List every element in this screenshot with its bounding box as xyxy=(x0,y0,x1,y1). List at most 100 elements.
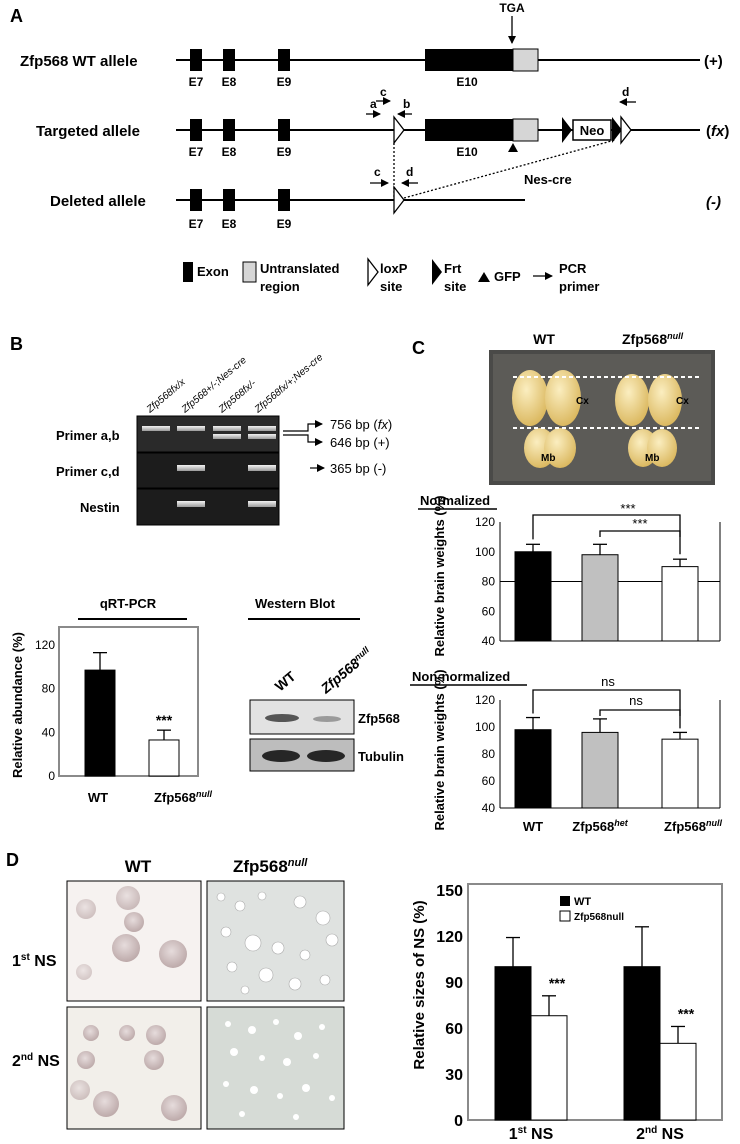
deleted-genotype: (-) xyxy=(706,194,721,211)
exon-e9 xyxy=(278,119,290,141)
significance-bracket xyxy=(599,530,681,537)
significance-label: *** xyxy=(549,975,566,991)
y-tick-label: 40 xyxy=(482,634,496,648)
exon-label: E7 xyxy=(189,217,204,231)
mb-label: Mb xyxy=(645,453,659,464)
legend-gfp-icon xyxy=(478,272,490,282)
x-tick-label: Zfp568het xyxy=(572,818,628,834)
exon-label: E10 xyxy=(456,145,478,159)
exon-label: E7 xyxy=(189,145,204,159)
exon-e7 xyxy=(190,119,202,141)
loxp-site-2 xyxy=(620,115,632,145)
y-axis-label: Relative abundance (%) xyxy=(10,632,25,778)
exon-e7 xyxy=(190,49,202,71)
panel-a-legend: Exon Untranslated region loxP site Frt s… xyxy=(183,257,599,294)
wt-genotype: (+) xyxy=(704,53,723,70)
western-lane-null: Zfp568null xyxy=(317,644,375,697)
western-band-label: Tubulin xyxy=(358,749,404,764)
panel-b: B Zfp568fx/x Zfp568+/-;Nes-cre Zfp568fx/… xyxy=(10,334,404,772)
micrograph-null-2nd-ns xyxy=(206,1006,345,1130)
micrograph-col-wt: WT xyxy=(125,857,152,876)
western-title: Western Blot xyxy=(255,596,336,611)
y-tick-label: 80 xyxy=(482,747,496,761)
western-band xyxy=(307,750,345,762)
exon-label: E8 xyxy=(222,75,237,89)
plot-frame xyxy=(467,883,723,1121)
loxp-site xyxy=(393,185,405,215)
deleted-allele-label: Deleted allele xyxy=(50,193,146,210)
qrt-pcr-chart: qRT-PCR Relative abundance (%) 0 40 80 120 *… xyxy=(10,596,212,805)
exon-e9 xyxy=(278,189,290,211)
x-tick-label: 1st NS xyxy=(509,1125,554,1143)
gel-band xyxy=(248,501,276,507)
chart-title: Normalized xyxy=(420,493,490,508)
neo-cassette xyxy=(572,119,612,141)
y-tick-label: 0 xyxy=(454,1113,463,1130)
y-axis-label: Relative sizes of NS (%) xyxy=(411,900,428,1069)
bar xyxy=(581,731,619,809)
y-tick-label: 80 xyxy=(482,575,496,589)
exon-e9 xyxy=(278,49,290,71)
band-pointer xyxy=(283,434,323,446)
bar xyxy=(581,554,619,642)
significance-label: ns xyxy=(601,674,615,689)
gel-lane-label: Zfp568fx/+;Nes-cre xyxy=(252,352,326,416)
gel-row-label: Nestin xyxy=(80,500,120,515)
y-tick-label: 40 xyxy=(482,801,496,815)
panel-letter-b: B xyxy=(10,334,23,354)
y-tick-label: 80 xyxy=(42,682,56,696)
loxp-site-1 xyxy=(393,115,405,145)
exon-e7 xyxy=(190,189,202,211)
bar xyxy=(494,966,532,1121)
mb-label: Mb xyxy=(541,453,555,464)
gel-band xyxy=(177,501,205,507)
photo-label-null: Zfp568null xyxy=(622,331,684,347)
exon-e8 xyxy=(223,119,235,141)
western-lane-wt: WT xyxy=(272,668,299,695)
targeted-allele-label: Targeted allele xyxy=(36,123,140,140)
y-tick-label: 150 xyxy=(436,883,463,900)
wt-allele-label: Zfp568 WT allele xyxy=(20,53,138,70)
legend-utr-label: region xyxy=(260,279,300,294)
significance-bracket xyxy=(599,709,681,716)
normalized-chart: Normalized 40 60 80 100 120 ****** xyxy=(418,493,721,648)
bar xyxy=(148,739,180,777)
bar xyxy=(623,966,661,1121)
y-tick-label: 30 xyxy=(445,1067,463,1084)
western-band xyxy=(313,716,341,722)
primer-c-label: c xyxy=(380,85,387,99)
exon-label: E9 xyxy=(277,217,292,231)
panel-letter-d: D xyxy=(6,850,19,870)
panel-letter-c: C xyxy=(412,338,425,358)
legend-gfp-label: GFP xyxy=(494,269,521,284)
legend-exon-swatch xyxy=(183,262,193,282)
photo-label-wt: WT xyxy=(533,331,555,347)
chart-title: Non-normalized xyxy=(412,669,510,684)
exon-e8 xyxy=(223,49,235,71)
legend-swatch-null xyxy=(559,910,571,922)
gel-band xyxy=(213,434,241,439)
y-tick-label: 40 xyxy=(42,725,56,739)
band-label-fx: 756 bp (fx) xyxy=(330,417,392,432)
legend-frt-label: Frt xyxy=(444,261,462,276)
significance-label: *** xyxy=(156,712,173,728)
legend-loxp-label: loxP xyxy=(380,261,408,276)
panel-letter-a: A xyxy=(10,6,23,26)
deletion-dotted-line xyxy=(403,139,616,199)
gel-band xyxy=(213,426,241,431)
x-tick-label: WT xyxy=(523,819,543,834)
micrograph-null-1st-ns xyxy=(206,880,345,1002)
y-tick-label: 0 xyxy=(48,769,55,783)
exon-e8 xyxy=(223,189,235,211)
y-tick-label: 120 xyxy=(475,515,495,529)
panel-c: C WT Zfp568null Cx Cx Mb Mb xyxy=(412,331,715,485)
significance-label: *** xyxy=(632,516,647,531)
primer-c-label: c xyxy=(374,165,381,179)
null-brain-image xyxy=(615,374,682,467)
bar xyxy=(661,738,699,809)
frt-site-1 xyxy=(562,117,572,143)
band-label-wt: 646 bp (+) xyxy=(330,435,390,450)
exon-label: E7 xyxy=(189,75,204,89)
primer-d-label: d xyxy=(406,165,413,179)
